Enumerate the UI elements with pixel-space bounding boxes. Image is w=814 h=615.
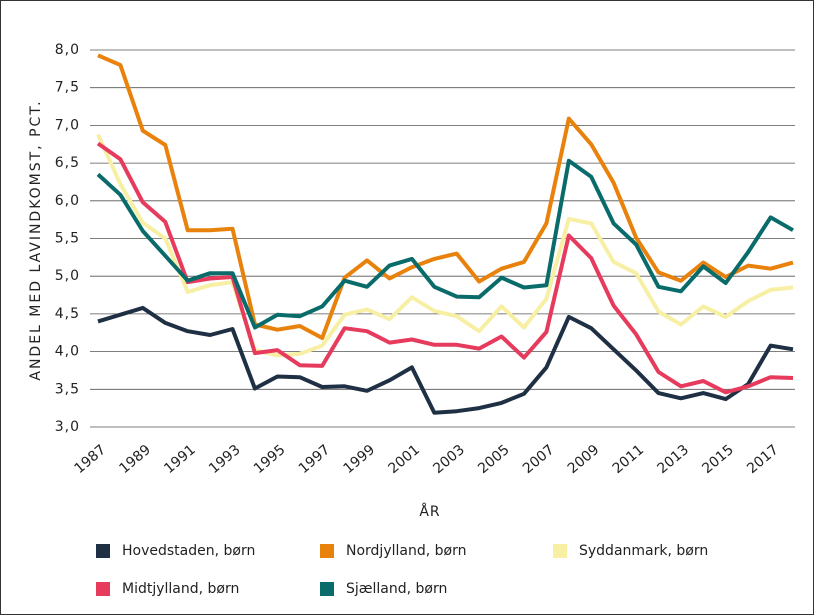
series-line — [96, 133, 794, 358]
y-tick-label: 4,0 — [55, 344, 80, 360]
y-tick-label: 3,0 — [55, 419, 80, 435]
y-tick-label: 5,5 — [55, 231, 80, 247]
series-line — [97, 53, 794, 340]
series-line — [97, 305, 794, 415]
legend-swatch — [553, 544, 567, 558]
y-axis-title: ANDEL MED LAVINDKOMST, PCT. — [28, 99, 44, 380]
legend-swatch — [96, 544, 110, 558]
legend-label: Hovedstaden, børn — [122, 543, 255, 559]
legend-swatch — [320, 544, 334, 558]
series-line — [96, 141, 794, 395]
y-tick-label: 7,5 — [55, 80, 80, 96]
y-tick-label: 5,0 — [55, 268, 80, 284]
legend-label: Syddanmark, børn — [579, 543, 708, 559]
y-tick-label: 4,5 — [55, 306, 80, 322]
legend-swatch — [96, 582, 110, 596]
y-tick-label: 3,5 — [55, 381, 80, 397]
legend-label: Nordjylland, børn — [346, 543, 466, 559]
x-axis-title: ÅR — [419, 503, 440, 520]
legend-swatch — [320, 582, 334, 596]
legend-label: Sjælland, børn — [346, 581, 447, 597]
y-tick-label: 7,0 — [55, 117, 80, 133]
y-tick-label: 6,0 — [55, 193, 80, 209]
y-tick-label: 8,0 — [55, 42, 80, 58]
y-tick-label: 6,5 — [55, 155, 80, 171]
legend-label: Midtjylland, børn — [122, 581, 239, 597]
series-line — [96, 158, 794, 330]
